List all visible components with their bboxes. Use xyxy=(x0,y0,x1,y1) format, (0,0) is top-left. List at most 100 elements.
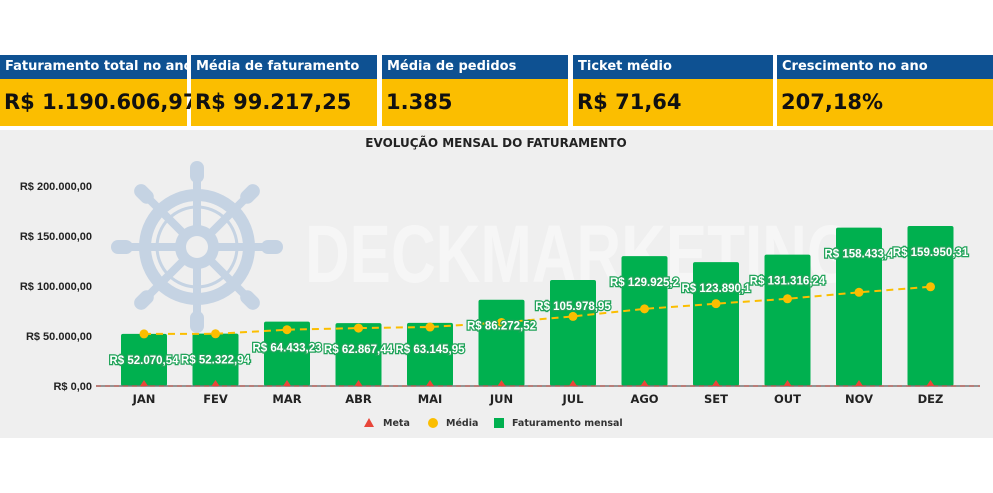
chart-panel: DECKMARKETING EVOLUÇÃO MENSAL DO FATURAME… xyxy=(0,130,993,438)
y-tick-label: R$ 200.000,00 xyxy=(20,181,92,193)
media-marker xyxy=(139,329,149,339)
media-marker xyxy=(640,304,649,314)
media-marker xyxy=(711,299,721,309)
x-tick-label: FEV xyxy=(203,392,228,406)
kpi-label: Ticket médio xyxy=(573,55,773,79)
media-marker xyxy=(282,325,292,335)
bar-jan xyxy=(121,333,167,386)
x-tick-label: MAI xyxy=(418,392,443,406)
media-marker xyxy=(425,322,435,332)
legend-meta-icon xyxy=(364,418,374,427)
data-label: R$ 123.890,1 xyxy=(681,283,751,295)
kpi-card-media-faturamento: Média de faturamento R$ 99.217,25 xyxy=(191,55,377,127)
chart-title: EVOLUÇÃO MENSAL DO FATURAMENTO xyxy=(365,135,626,150)
x-tick-label: DEZ xyxy=(918,392,944,406)
y-tick-label: R$ 100.000,00 xyxy=(20,281,92,293)
kpi-label: Crescimento no ano xyxy=(777,55,993,79)
kpi-label: Média de faturamento xyxy=(191,55,377,79)
x-tick-label: JAN xyxy=(132,392,156,406)
kpi-card-faturamento-total: Faturamento total no ano R$ 1.190.606,97 xyxy=(0,55,198,127)
wheel-inner-rim xyxy=(155,205,239,289)
kpi-card-crescimento: Crescimento no ano 207,18% xyxy=(777,55,993,127)
bar-ago xyxy=(621,256,668,386)
legend-media-label: Média xyxy=(446,418,478,429)
ship-wheel-icon xyxy=(111,161,283,333)
spoke-handle xyxy=(190,161,204,183)
kpi-value: 1.385 xyxy=(382,79,568,126)
data-label: R$ 129.925,2 xyxy=(610,277,679,289)
meta-marker xyxy=(211,380,220,386)
legend-faturamento-icon xyxy=(494,418,504,428)
kpi-value: R$ 71,64 xyxy=(573,79,773,126)
x-tick-label: OUT xyxy=(774,392,801,406)
x-tick-label: JUN xyxy=(489,392,513,406)
y-tick-label: R$ 150.000,00 xyxy=(20,231,92,243)
x-tick-label: ABR xyxy=(345,392,372,406)
spoke-handle xyxy=(190,311,204,333)
bar-set xyxy=(693,262,739,386)
spoke-handle xyxy=(134,184,154,204)
data-label: R$ 63.145,95 xyxy=(395,344,465,356)
kpi-card-media-pedidos: Média de pedidos 1.385 xyxy=(382,55,568,127)
bar-nov xyxy=(836,227,882,386)
media-marker xyxy=(211,329,220,339)
x-tick-label: MAR xyxy=(272,392,301,406)
bar-dez xyxy=(907,226,954,386)
media-marker xyxy=(568,311,578,321)
data-label: R$ 52.322,94 xyxy=(181,355,251,367)
media-marker xyxy=(497,317,506,327)
x-tick-label: AGO xyxy=(630,392,658,406)
legend-faturamento-label: Faturamento mensal xyxy=(512,418,623,429)
media-marker xyxy=(783,294,792,304)
meta-marker xyxy=(497,380,506,386)
bar-out xyxy=(764,254,811,386)
data-label: R$ 64.433,23 xyxy=(252,343,321,355)
bar-abr xyxy=(335,323,382,386)
data-label: R$ 62.867,44 xyxy=(324,344,394,356)
y-tick-label: R$ 50.000,00 xyxy=(26,331,92,343)
meta-marker xyxy=(926,380,935,386)
meta-marker xyxy=(855,380,863,386)
legend-meta-label: Meta xyxy=(383,418,410,429)
meta-marker xyxy=(783,380,792,386)
bar-jun xyxy=(478,299,525,386)
x-tick-label: NOV xyxy=(845,392,873,406)
meta-marker xyxy=(712,380,720,386)
bar-jul xyxy=(550,280,596,386)
meta-marker xyxy=(283,380,291,386)
kpi-label: Faturamento total no ano xyxy=(0,55,187,79)
kpi-card-ticket-medio: Ticket médio R$ 71,64 xyxy=(573,55,773,127)
meta-marker xyxy=(569,380,577,386)
spoke-handle xyxy=(240,184,260,204)
meta-marker xyxy=(354,380,363,386)
media-marker xyxy=(926,282,935,292)
wheel-rim xyxy=(139,189,255,305)
spoke-handle xyxy=(134,290,154,310)
meta-marker xyxy=(426,380,434,386)
data-label: R$ 52.070,54 xyxy=(109,355,179,367)
spoke-handle xyxy=(111,240,133,254)
legend-media-icon xyxy=(428,418,438,428)
legend: Meta Média Faturamento mensal xyxy=(364,418,623,429)
data-label: R$ 86.272,52 xyxy=(467,321,536,333)
x-tick-label: JUL xyxy=(562,392,585,406)
data-label: R$ 159.950,31 xyxy=(893,247,969,259)
kpi-value: R$ 99.217,25 xyxy=(191,79,377,126)
data-label: R$ 105.978,95 xyxy=(535,301,611,313)
wheel-hub-hole xyxy=(186,236,208,258)
meta-marker xyxy=(640,380,649,386)
media-marker xyxy=(354,323,363,333)
kpi-label: Média de pedidos xyxy=(382,55,568,79)
spoke-handle xyxy=(261,240,283,254)
meta-marker xyxy=(140,380,148,386)
media-marker xyxy=(854,287,864,297)
bar-mai xyxy=(407,322,453,386)
y-tick-label: R$ 0,00 xyxy=(53,381,92,393)
kpi-value: 207,18% xyxy=(777,79,993,126)
bar-fev xyxy=(192,333,239,386)
data-label: R$ 158.433,4 xyxy=(824,249,894,261)
spoke-handle xyxy=(240,290,260,310)
bar-mar xyxy=(264,321,310,386)
data-label: R$ 131.316,24 xyxy=(750,276,826,288)
